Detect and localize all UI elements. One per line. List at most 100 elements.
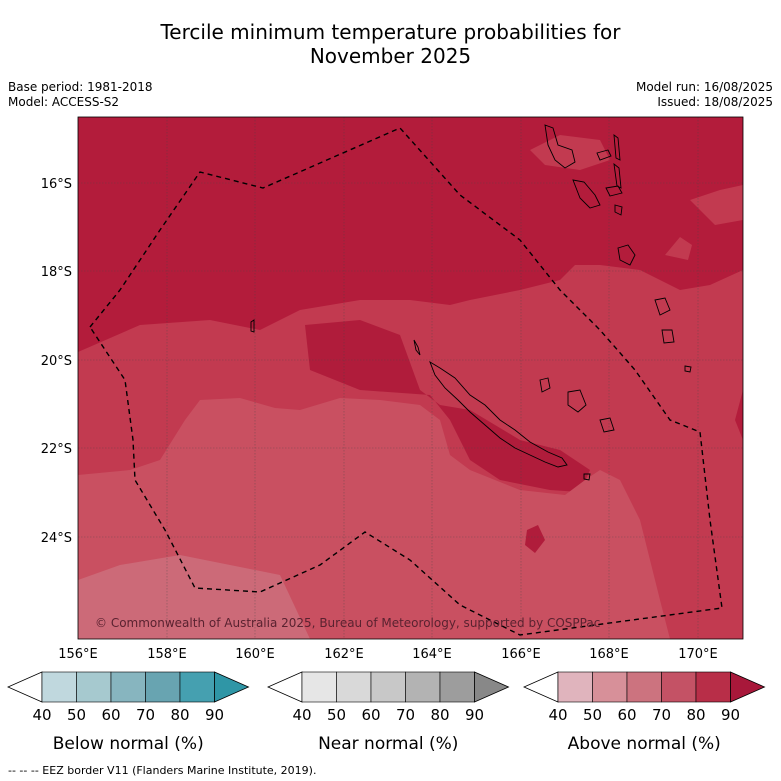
title-line-1: Tercile minimum temperature probabilitie… [160, 20, 621, 44]
zone-80-east-patch [690, 185, 743, 225]
colorbar-above-max-extension [730, 671, 766, 703]
meta-left: Base period: 1981-2018 Model: ACCESS-S2 [8, 80, 153, 110]
lon-label-162e: 162°E [324, 647, 364, 662]
map-title: Tercile minimum temperature probabilitie… [0, 20, 781, 68]
colorbar-above-tick: 60 [617, 706, 636, 724]
vanuatu-espiritu-santo [544, 124, 576, 169]
vanuatu-ambrym [605, 185, 623, 197]
colorbar-near-tick: 50 [327, 706, 346, 724]
vanuatu-tanna [661, 329, 675, 344]
lon-label-160e: 160°E [235, 647, 275, 662]
colorbar-near-swatch [370, 671, 406, 703]
eez-legend-note: -- -- -- EEZ border V11 (Flanders Marine… [8, 764, 317, 777]
zone-60 [78, 555, 310, 639]
copyright-text: © Commonwealth of Australia 2025, Bureau… [95, 616, 600, 630]
colorbar-above-swatch [661, 671, 697, 703]
colorbar-below-tick: 80 [170, 706, 189, 724]
colorbar-below-tick: 40 [32, 706, 51, 724]
model-name: Model: ACCESS-S2 [8, 95, 120, 109]
colorbar-below-tick: 60 [101, 706, 120, 724]
lat-label-20s: 20°S [41, 354, 72, 369]
colorbar-above-swatch [695, 671, 731, 703]
belep-islands [413, 339, 421, 356]
graticule [78, 117, 743, 639]
colorbar-near-swatch [301, 671, 337, 703]
lon-label-158e: 158°E [147, 647, 187, 662]
vanuatu-efate [617, 244, 636, 266]
colorbar-near-tick: 60 [361, 706, 380, 724]
colorbar-below-swatch [110, 671, 146, 703]
colorbar-above-swatch [557, 671, 593, 703]
vanuatu-pentecost [613, 162, 622, 189]
colorbar-near: 40 50 60 70 80 90 Near normal (%) [267, 671, 510, 754]
colorbar-above-tick: 40 [548, 706, 567, 724]
map-frame [77, 116, 744, 640]
zone-90-new-caledonia [305, 320, 590, 492]
colorbar-below-min-extension [7, 671, 43, 703]
colorbar-near-min-extension [267, 671, 303, 703]
colorbar-above-label: Above normal (%) [568, 734, 721, 754]
vanuatu-ambae [596, 149, 612, 161]
zone-80-north-patch [530, 135, 610, 170]
probability-zones [78, 135, 743, 639]
colorbar-near-tick: 90 [465, 706, 484, 724]
colorbar-below-tick: 50 [67, 706, 86, 724]
colorbar-near-swatch [439, 671, 475, 703]
colorbar-above-swatch [592, 671, 628, 703]
small-islet-west [250, 319, 255, 333]
vanuatu-malakula [572, 179, 601, 209]
new-caledonia-coast [429, 360, 568, 468]
loyalty-island-ouvea [539, 377, 551, 393]
title-line-2: November 2025 [309, 44, 472, 68]
colorbar-below-label: Below normal (%) [53, 734, 204, 754]
loyalty-island-mare [599, 417, 615, 433]
colorbar-below-tick: 90 [205, 706, 224, 724]
colorbar-above-tick: 90 [721, 706, 740, 724]
colorbar-above-tick: 80 [686, 706, 705, 724]
base-period: Base period: 1981-2018 [8, 80, 153, 94]
colorbar-near-tick: 40 [292, 706, 311, 724]
zone-90-south-spot [525, 525, 545, 553]
colorbar-near-label: Near normal (%) [318, 734, 458, 754]
model-run: Model run: 16/08/2025 [635, 80, 773, 94]
colorbar-above-tick: 70 [652, 706, 671, 724]
vanuatu-aneityum [684, 365, 692, 373]
lon-labels: 156°E 158°E 160°E 162°E 164°E 166°E 168°… [58, 647, 718, 662]
colorbar-below-swatch [41, 671, 77, 703]
zone-80-east-patch-2 [665, 237, 692, 260]
vanuatu-epi [614, 204, 623, 216]
colorbar-near-tick: 80 [430, 706, 449, 724]
colorbar-near-swatch [336, 671, 372, 703]
lon-label-156e: 156°E [58, 647, 98, 662]
colorbar-below-swatch [145, 671, 181, 703]
loyalty-island-lifou [567, 389, 587, 413]
lat-label-24s: 24°S [41, 531, 72, 546]
lon-label-166e: 166°E [501, 647, 541, 662]
coastlines [250, 124, 692, 481]
issued-date: Issued: 18/08/2025 [657, 95, 773, 109]
meta-right: Model run: 16/08/2025 Issued: 18/08/2025 [636, 80, 773, 110]
lon-label-170e: 170°E [678, 647, 718, 662]
lat-labels: 16°S 18°S 20°S 22°S 24°S [41, 177, 72, 546]
colorbar-below-swatch [76, 671, 112, 703]
lat-label-16s: 16°S [41, 177, 72, 192]
lon-label-164e: 164°E [412, 647, 452, 662]
vanuatu-erromango [654, 297, 671, 316]
colorbar-below-tick: 70 [136, 706, 155, 724]
colorbar-above-min-extension [523, 671, 559, 703]
colorbar-near-swatch [405, 671, 441, 703]
lat-label-22s: 22°S [41, 442, 72, 457]
colorbar-above-swatch [626, 671, 662, 703]
colorbar-above-tick: 50 [583, 706, 602, 724]
lat-label-18s: 18°S [41, 265, 72, 280]
colorbar-below-swatch [179, 671, 215, 703]
colorbar-below-max-extension [214, 671, 250, 703]
colorbar-near-tick: 70 [396, 706, 415, 724]
isle-of-pines [583, 473, 591, 481]
colorbar-near-max-extension [474, 671, 510, 703]
lon-label-168e: 168°E [589, 647, 629, 662]
